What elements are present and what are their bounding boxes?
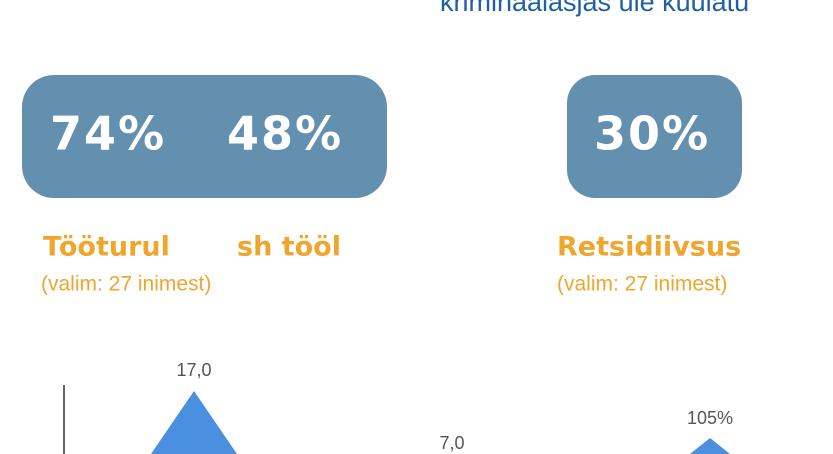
chart-label: 17,0: [176, 360, 211, 380]
chart-label: 7,0: [439, 433, 464, 453]
stat-note: (valim: 27 inimest): [41, 273, 211, 296]
stat-box: [22, 75, 387, 198]
stat-value: 30%: [594, 107, 710, 161]
stat-value: 48%: [227, 107, 343, 161]
triangle: [151, 391, 237, 454]
stat-label: Tööturul: [43, 232, 170, 263]
header-title: kriminaalasjas üle kuulatu: [440, 0, 749, 17]
chart-label: 105%: [687, 408, 733, 428]
stat-label: sh tööl: [237, 232, 341, 263]
triangle: [690, 438, 730, 454]
stat-label: Retsidiivsus: [557, 232, 741, 263]
stat-box: [567, 75, 742, 198]
stat-value: 74%: [50, 107, 166, 161]
stat-note: (valim: 27 inimest): [557, 273, 727, 296]
